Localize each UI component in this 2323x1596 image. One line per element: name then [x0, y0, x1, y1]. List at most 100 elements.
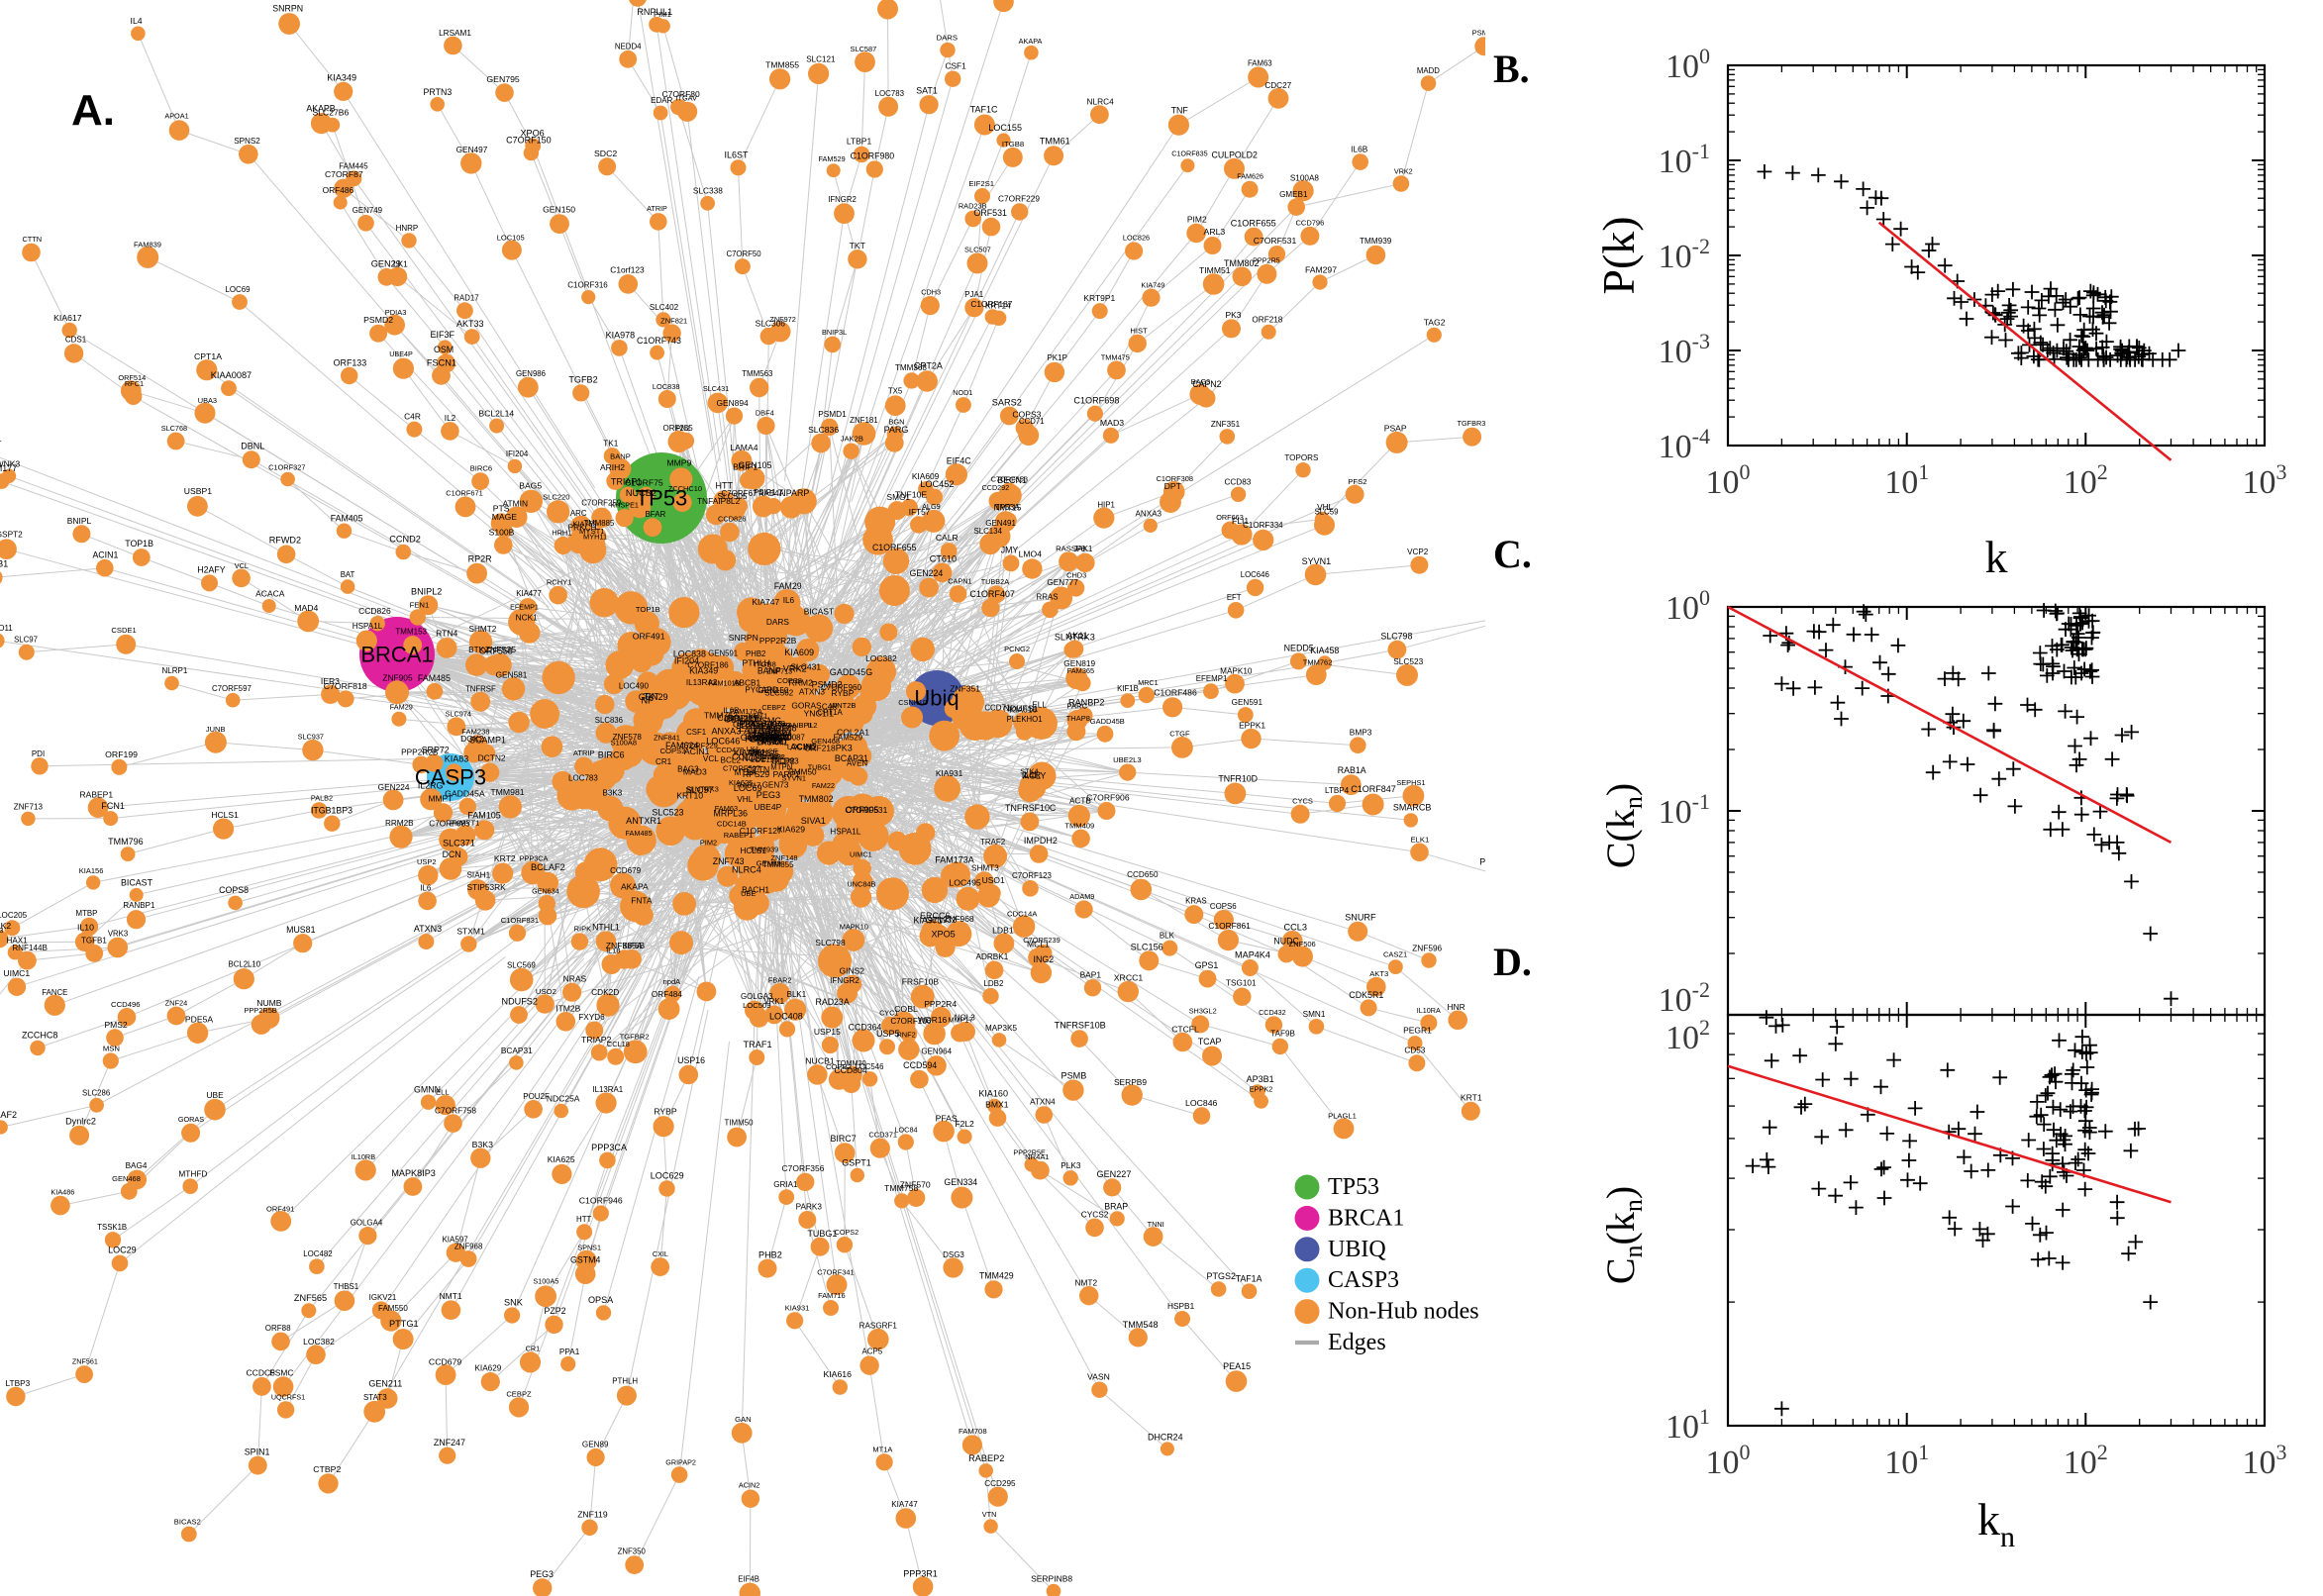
svg-text:ORF133: ORF133 — [334, 357, 367, 367]
svg-text:VHL: VHL — [737, 794, 754, 804]
svg-text:ATXN4: ATXN4 — [1030, 1098, 1056, 1107]
svg-text:CSF1: CSF1 — [945, 61, 966, 71]
svg-text:CCL3: CCL3 — [1283, 923, 1307, 933]
svg-text:MAP4K4: MAP4K4 — [1235, 949, 1270, 959]
svg-text:CYCS2: CYCS2 — [1081, 1210, 1109, 1220]
svg-text:CCD679: CCD679 — [429, 1356, 461, 1366]
svg-text:LOC490: LOC490 — [619, 681, 650, 690]
svg-text:UBIQ: UBIQ — [1328, 1237, 1386, 1262]
svg-text:TMM61: TMM61 — [1040, 137, 1070, 147]
svg-text:GEN634: GEN634 — [532, 887, 559, 896]
svg-text:PK1P: PK1P — [1047, 353, 1066, 362]
svg-text:CCD292: CCD292 — [982, 483, 1010, 492]
svg-text:SNK: SNK — [504, 1297, 524, 1307]
svg-text:FAM445: FAM445 — [339, 161, 368, 170]
svg-text:KRT1: KRT1 — [1461, 1093, 1482, 1103]
svg-text:GADD45B: GADD45B — [1090, 717, 1125, 726]
svg-text:SLC569: SLC569 — [507, 961, 536, 970]
svg-text:ZNF596: ZNF596 — [1412, 943, 1442, 952]
svg-text:C7ORF597: C7ORF597 — [212, 684, 252, 693]
svg-text:IFI204: IFI204 — [506, 449, 529, 458]
svg-text:B3K3: B3K3 — [472, 1140, 493, 1149]
svg-text:PRTN3: PRTN3 — [424, 87, 453, 97]
svg-text:AKT3: AKT3 — [1369, 969, 1388, 978]
svg-text:LOC646: LOC646 — [706, 736, 740, 746]
svg-text:PEA15: PEA15 — [1223, 1361, 1251, 1371]
svg-text:RASGRF1: RASGRF1 — [859, 1322, 898, 1331]
svg-text:LTBP3: LTBP3 — [6, 1378, 31, 1388]
svg-text:CSF1: CSF1 — [686, 728, 706, 737]
svg-text:FAM529: FAM529 — [819, 154, 846, 163]
svg-text:C1ORF127: C1ORF127 — [740, 826, 782, 836]
svg-text:CEBPZ: CEBPZ — [506, 1389, 532, 1398]
svg-text:CYCS: CYCS — [1292, 797, 1313, 806]
svg-text:NOD1: NOD1 — [953, 388, 972, 397]
svg-text:TK1: TK1 — [603, 439, 618, 448]
svg-text:PPP2R2B: PPP2R2B — [759, 636, 797, 646]
svg-text:SNURF: SNURF — [1345, 913, 1376, 923]
svg-text:FAM22: FAM22 — [812, 781, 835, 790]
svg-text:FANCE: FANCE — [42, 988, 67, 997]
svg-text:ZNF565: ZNF565 — [294, 1293, 327, 1303]
svg-text:PJA1: PJA1 — [964, 290, 983, 299]
svg-text:GEN227: GEN227 — [1097, 1169, 1132, 1179]
svg-text:VCP2: VCP2 — [1407, 548, 1429, 556]
svg-text:GEN105: GEN105 — [739, 460, 772, 470]
svg-text:SLC134: SLC134 — [973, 527, 1002, 536]
svg-text:CCD478: CCD478 — [716, 746, 744, 754]
svg-text:FAM708: FAM708 — [959, 1427, 987, 1436]
svg-text:AKT33: AKT33 — [456, 319, 484, 329]
svg-text:ITGB1BP3: ITGB1BP3 — [311, 806, 353, 816]
svg-text:CCD679: CCD679 — [610, 866, 642, 875]
svg-text:KIA83: KIA83 — [445, 754, 469, 764]
svg-text:AKAPB: AKAPB — [306, 103, 335, 113]
svg-text:ORF199: ORF199 — [105, 749, 138, 759]
svg-text:SLC768: SLC768 — [161, 424, 187, 433]
svg-text:ATRIP: ATRIP — [647, 204, 667, 213]
svg-text:C1ORF698: C1ORF698 — [1073, 396, 1119, 406]
svg-text:FAM365: FAM365 — [1067, 666, 1095, 675]
svg-text:TX5: TX5 — [888, 387, 903, 396]
svg-text:SAT1: SAT1 — [916, 86, 938, 96]
svg-text:LOC826: LOC826 — [1123, 234, 1150, 243]
svg-text:SLC798: SLC798 — [1380, 632, 1412, 642]
svg-text:PHB2: PHB2 — [758, 1249, 782, 1259]
svg-text:ZNF743: ZNF743 — [713, 856, 745, 866]
svg-text:UIMC1: UIMC1 — [850, 850, 872, 859]
svg-text:CDS1: CDS1 — [65, 336, 87, 345]
svg-text:BICAST: BICAST — [804, 607, 834, 617]
svg-text:STIP53RK: STIP53RK — [466, 882, 506, 892]
svg-text:GEN795: GEN795 — [486, 74, 519, 84]
svg-text:C7ORF50: C7ORF50 — [726, 249, 761, 258]
svg-text:GMNN: GMNN — [414, 1084, 441, 1094]
svg-text:PPP3CA: PPP3CA — [520, 853, 549, 862]
svg-text:MAP3K5: MAP3K5 — [985, 1024, 1017, 1033]
svg-text:UBE: UBE — [206, 1090, 224, 1100]
svg-text:Edges: Edges — [1328, 1330, 1386, 1355]
svg-text:FAM29: FAM29 — [774, 581, 802, 591]
svg-text:PZP2: PZP2 — [544, 1306, 565, 1316]
svg-text:PALB2: PALB2 — [311, 794, 333, 803]
svg-text:LTBP1: LTBP1 — [847, 137, 872, 147]
svg-text:ADAM9: ADAM9 — [1069, 892, 1094, 901]
svg-text:TNFR10D: TNFR10D — [1218, 773, 1258, 783]
svg-text:FAM105: FAM105 — [467, 811, 501, 821]
svg-text:ZNF578: ZNF578 — [613, 733, 643, 742]
svg-text:C1ORF327: C1ORF327 — [268, 463, 305, 472]
svg-text:TUBG1: TUBG1 — [807, 1229, 837, 1239]
svg-text:PLAGL1: PLAGL1 — [1328, 1112, 1357, 1121]
svg-text:ZNF561: ZNF561 — [72, 1357, 98, 1366]
svg-text:PSMC: PSMC — [269, 1367, 293, 1377]
svg-text:AKAPA: AKAPA — [621, 882, 649, 892]
svg-text:LAMA4: LAMA4 — [730, 443, 758, 452]
svg-text:JAK1: JAK1 — [1073, 545, 1093, 553]
svg-text:C7ORF123: C7ORF123 — [1012, 871, 1053, 880]
svg-text:COPS3: COPS3 — [1012, 409, 1041, 419]
svg-text:USP2: USP2 — [417, 857, 437, 866]
svg-text:VCL: VCL — [703, 754, 719, 763]
svg-text:BNIPL2: BNIPL2 — [411, 586, 442, 596]
svg-text:ORF486: ORF486 — [323, 185, 354, 195]
svg-text:LOC382: LOC382 — [303, 1337, 335, 1347]
svg-text:KRT14: KRT14 — [985, 301, 1011, 311]
svg-text:SLC121: SLC121 — [806, 54, 836, 63]
